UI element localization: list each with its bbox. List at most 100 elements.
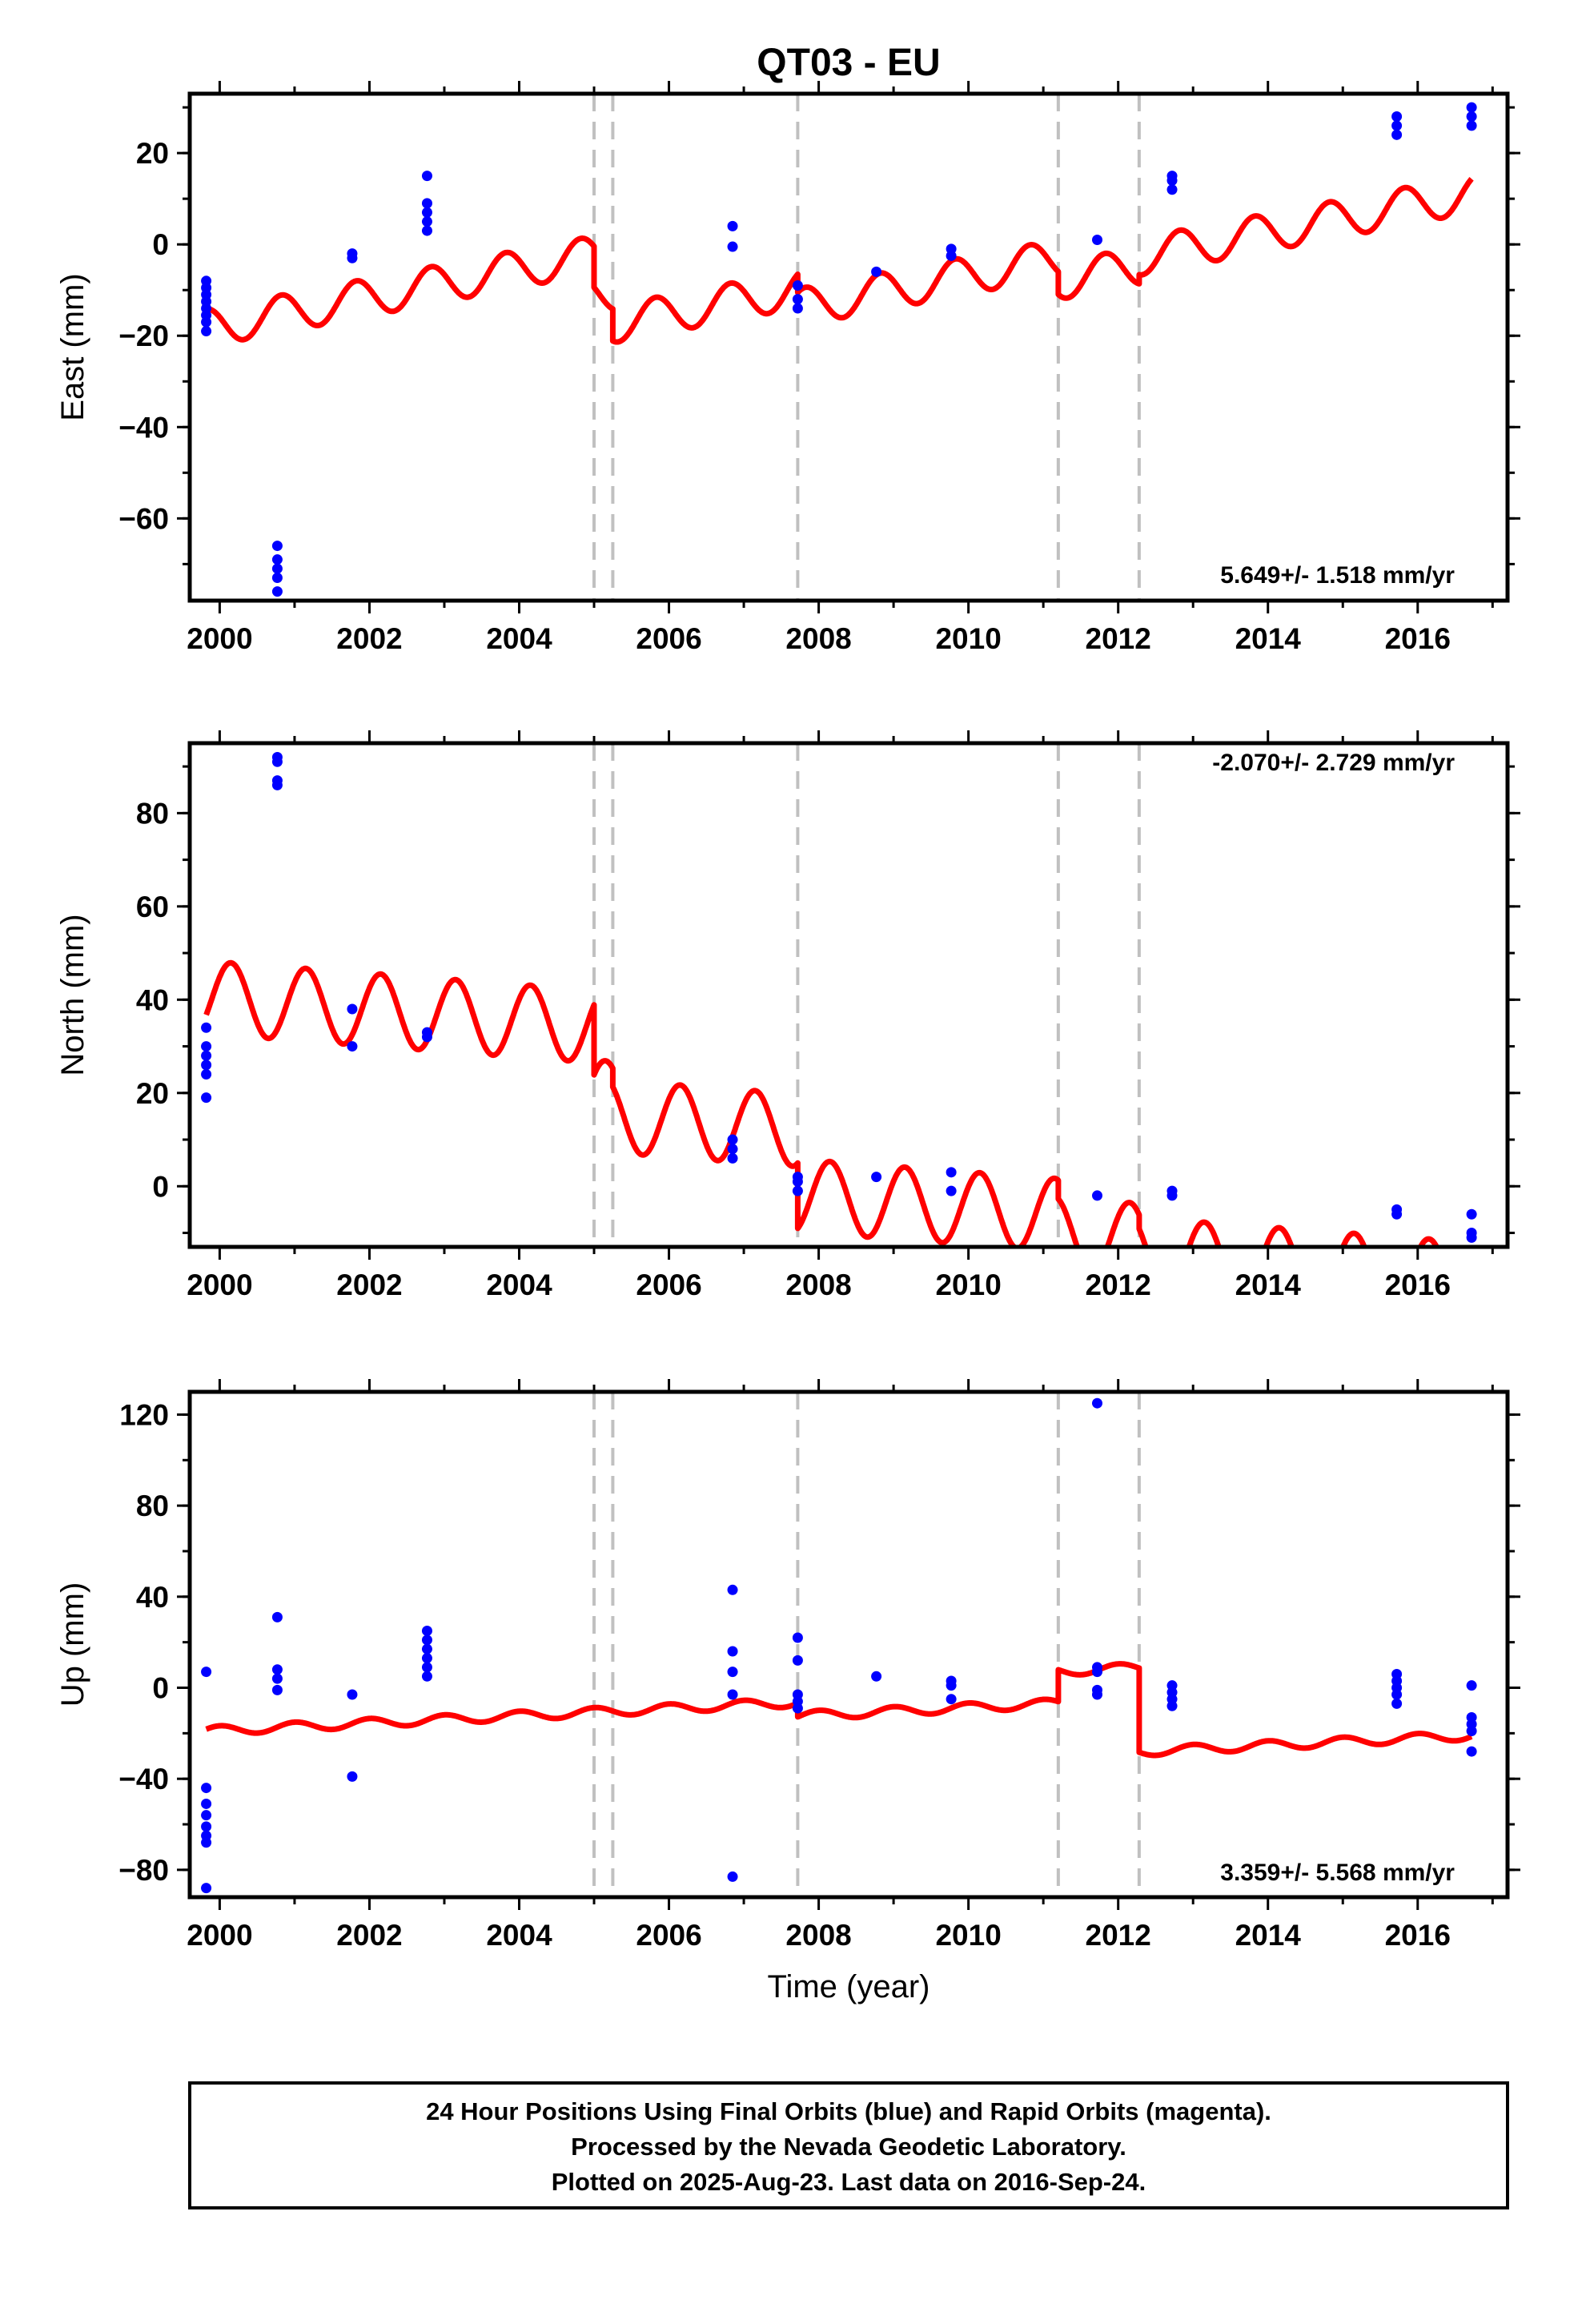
data-point xyxy=(1466,1726,1477,1737)
data-point xyxy=(727,1689,738,1700)
data-point xyxy=(347,252,358,263)
y-axis-label: Up (mm) xyxy=(55,1582,90,1707)
x-tick-label: 2006 xyxy=(636,1269,701,1301)
data-point xyxy=(1466,1232,1477,1243)
x-tick-label: 2008 xyxy=(785,622,851,655)
rate-label: -2.070+/- 2.729 mm/yr xyxy=(1212,750,1455,776)
data-point xyxy=(1091,1667,1102,1678)
data-point xyxy=(201,326,212,337)
x-tick-label: 2008 xyxy=(785,1269,851,1301)
x-tick-label: 2004 xyxy=(486,1919,552,1952)
panel-north: 2000 2002 2004 2006 2008 2010 2012 2014 2016 0 20 4… xyxy=(55,730,1520,1301)
data-point xyxy=(1091,234,1102,245)
data-point xyxy=(271,563,283,574)
data-point xyxy=(946,250,957,261)
y-tick-label: 0 xyxy=(152,228,169,261)
panel-east: 2000 2002 2004 2006 2008 2010 2012 2014 2016 −60 −… xyxy=(55,81,1520,655)
data-point xyxy=(201,1092,212,1104)
data-point xyxy=(1091,1397,1102,1409)
footer-frame xyxy=(188,2081,1509,2209)
x-tick-label: 2016 xyxy=(1385,622,1451,655)
data-point xyxy=(1391,1689,1403,1700)
data-point xyxy=(271,1611,283,1622)
points-layer xyxy=(201,751,1477,1243)
data-point xyxy=(421,1653,432,1664)
data-point xyxy=(201,1783,212,1794)
data-point xyxy=(1466,102,1477,113)
x-tick-label: 2006 xyxy=(636,622,701,655)
x-tick-label: 2004 xyxy=(486,622,552,655)
y-tick-label: 40 xyxy=(136,983,169,1016)
data-point xyxy=(727,1152,738,1164)
y-tick-label: −60 xyxy=(118,502,169,535)
data-point xyxy=(871,1172,882,1183)
data-point xyxy=(1166,184,1178,195)
data-point xyxy=(271,1684,283,1695)
data-point xyxy=(946,1694,957,1705)
data-point xyxy=(201,1041,212,1052)
data-point xyxy=(1091,1689,1102,1700)
x-tick-label: 2014 xyxy=(1235,1919,1302,1952)
data-point xyxy=(1466,1680,1477,1691)
data-point xyxy=(727,1584,738,1595)
data-point xyxy=(727,1144,738,1155)
data-point xyxy=(1466,111,1477,123)
footer-line-1: 24 Hour Positions Using Final Orbits (bl… xyxy=(426,2097,1271,2125)
data-point xyxy=(201,1022,212,1033)
data-point xyxy=(201,1798,212,1809)
data-point xyxy=(421,198,432,209)
data-point xyxy=(347,1689,358,1700)
data-point xyxy=(271,541,283,552)
data-point xyxy=(347,1003,358,1015)
x-tick-label: 2014 xyxy=(1235,1269,1302,1301)
data-point xyxy=(1391,1208,1403,1220)
x-tick-label: 2004 xyxy=(486,1269,552,1301)
data-point xyxy=(421,225,432,236)
data-point xyxy=(271,775,283,786)
x-tick-label: 2012 xyxy=(1086,1269,1151,1301)
panel-up: 2000 2002 2004 2006 2008 2010 2012 2014 2016 −80 −… xyxy=(55,1379,1520,2004)
data-point xyxy=(1466,1746,1477,1757)
plot-frame xyxy=(187,1389,1510,1900)
footer-line-2: Processed by the Nevada Geodetic Laborat… xyxy=(571,2133,1126,2161)
y-tick-label: 20 xyxy=(136,137,169,170)
data-point xyxy=(1391,129,1403,140)
data-point xyxy=(347,1771,358,1782)
y-tick-label: 20 xyxy=(136,1077,169,1110)
data-point xyxy=(792,1185,803,1196)
data-point xyxy=(792,303,803,314)
y-tick-label: 120 xyxy=(119,1398,169,1431)
data-point xyxy=(1391,111,1403,123)
data-point xyxy=(421,1634,432,1646)
y-tick-label: 0 xyxy=(152,1672,169,1705)
data-point xyxy=(727,1667,738,1678)
data-point xyxy=(271,572,283,583)
data-point xyxy=(271,554,283,565)
data-point xyxy=(792,1632,803,1643)
data-point xyxy=(347,1041,358,1052)
y-tick-label: −40 xyxy=(118,1763,169,1795)
x-tick-label: 2014 xyxy=(1235,622,1302,655)
data-point xyxy=(421,1671,432,1682)
plot-frame xyxy=(187,91,1510,603)
data-point xyxy=(727,1871,738,1882)
y-tick-label: −40 xyxy=(118,411,169,444)
y-tick-label: 40 xyxy=(136,1581,169,1614)
data-point xyxy=(792,1172,803,1183)
data-point xyxy=(1166,1700,1178,1711)
data-point xyxy=(271,1664,283,1675)
x-tick-label: 2002 xyxy=(336,1919,402,1952)
points-layer xyxy=(201,102,1477,597)
data-point xyxy=(421,171,432,182)
x-tick-label: 2006 xyxy=(636,1919,701,1952)
data-point xyxy=(727,220,738,231)
model-layer xyxy=(203,176,1474,345)
data-point xyxy=(201,1069,212,1080)
data-point xyxy=(792,1703,803,1714)
x-tick-label: 2000 xyxy=(187,1269,252,1301)
model-layer xyxy=(203,959,1440,1247)
data-point xyxy=(271,586,283,597)
y-axis-label: East (mm) xyxy=(55,273,90,420)
x-tick-label: 2016 xyxy=(1385,1269,1451,1301)
x-tick-label: 2000 xyxy=(187,1919,252,1952)
